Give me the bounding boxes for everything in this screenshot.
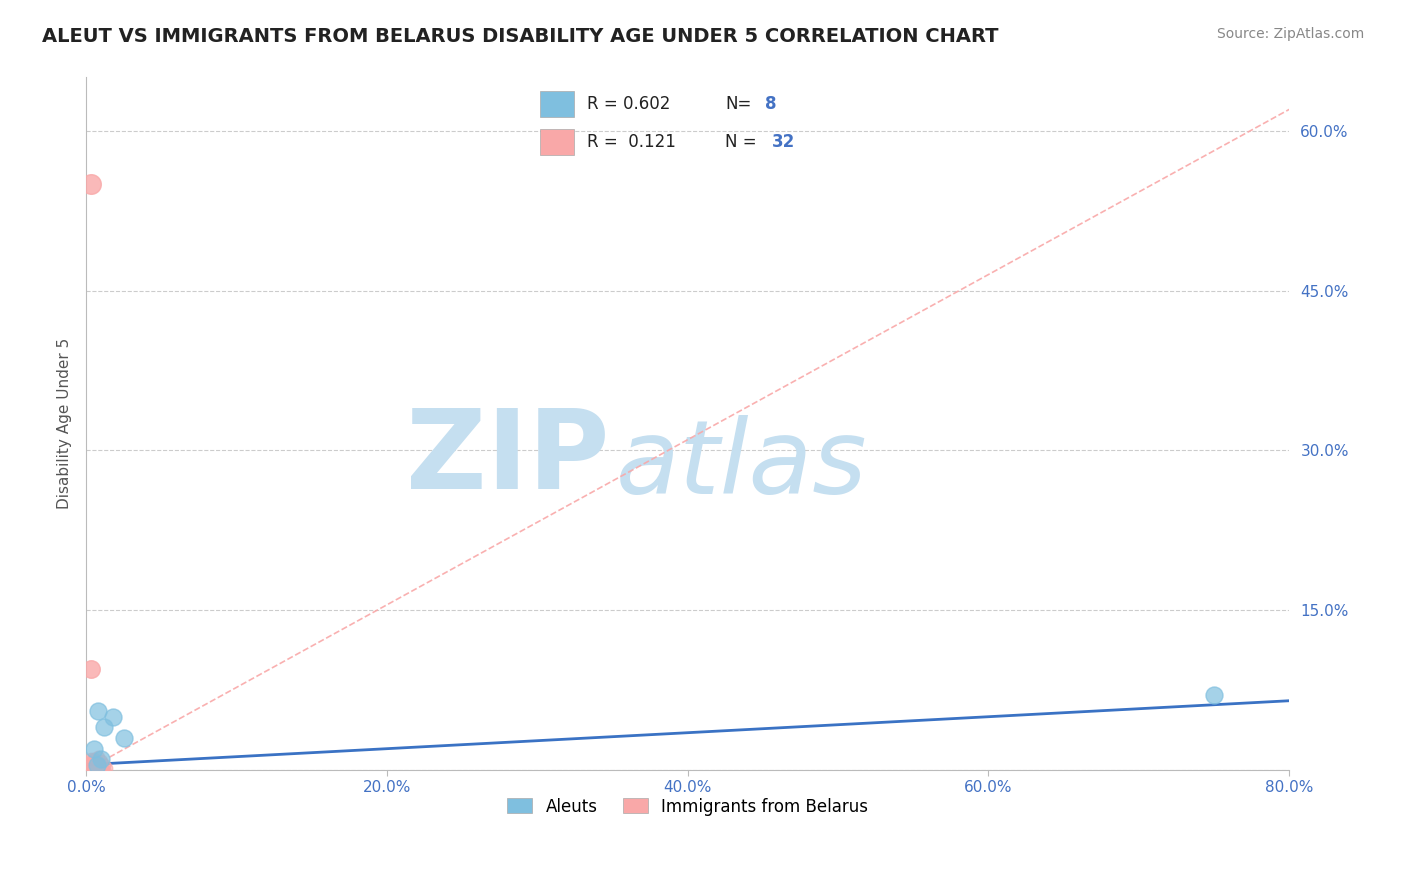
Point	[90, 752, 112, 766]
Point	[83, 760, 105, 774]
Point	[87, 763, 110, 777]
Point	[83, 763, 105, 777]
Text: 8: 8	[765, 95, 776, 113]
Point	[86, 757, 108, 772]
Point	[90, 760, 112, 774]
Text: ALEUT VS IMMIGRANTS FROM BELARUS DISABILITY AGE UNDER 5 CORRELATION CHART: ALEUT VS IMMIGRANTS FROM BELARUS DISABIL…	[42, 27, 998, 45]
Point	[79, 763, 101, 777]
Point	[84, 763, 107, 777]
Text: atlas: atlas	[616, 416, 868, 516]
Point	[90, 755, 112, 769]
Point	[84, 760, 107, 774]
Text: ZIP: ZIP	[406, 405, 609, 512]
Point	[79, 177, 101, 191]
Point	[80, 755, 103, 769]
Point	[77, 757, 100, 772]
Point	[84, 763, 107, 777]
Point	[84, 757, 107, 772]
Point	[79, 755, 101, 769]
Point	[91, 763, 114, 777]
Bar	[540, 91, 574, 117]
Point	[89, 763, 111, 777]
Point	[79, 662, 101, 676]
Point	[101, 710, 124, 724]
Point	[1202, 689, 1225, 703]
Point	[87, 750, 110, 764]
Y-axis label: Disability Age Under 5: Disability Age Under 5	[58, 338, 72, 509]
Point	[93, 720, 115, 734]
Text: Source: ZipAtlas.com: Source: ZipAtlas.com	[1216, 27, 1364, 41]
Bar	[540, 129, 574, 155]
Point	[86, 763, 108, 777]
Point	[89, 757, 111, 772]
Point	[86, 755, 108, 769]
Point	[90, 763, 112, 777]
Point	[93, 763, 115, 777]
Text: 32: 32	[772, 133, 794, 151]
Text: N =: N =	[725, 133, 756, 151]
Point	[112, 731, 135, 745]
Legend: Aleuts, Immigrants from Belarus: Aleuts, Immigrants from Belarus	[499, 789, 876, 824]
Point	[87, 760, 110, 774]
Point	[93, 757, 115, 772]
Point	[83, 741, 105, 756]
Point	[80, 763, 103, 777]
Point	[83, 763, 105, 777]
Point	[80, 760, 103, 774]
Point	[86, 757, 108, 772]
Point	[87, 705, 110, 719]
Text: R =  0.121: R = 0.121	[586, 133, 676, 151]
Text: R = 0.602: R = 0.602	[586, 95, 671, 113]
Point	[89, 760, 111, 774]
Point	[94, 761, 117, 775]
Text: N=: N=	[725, 95, 752, 113]
Point	[83, 752, 105, 766]
Point	[79, 752, 101, 766]
